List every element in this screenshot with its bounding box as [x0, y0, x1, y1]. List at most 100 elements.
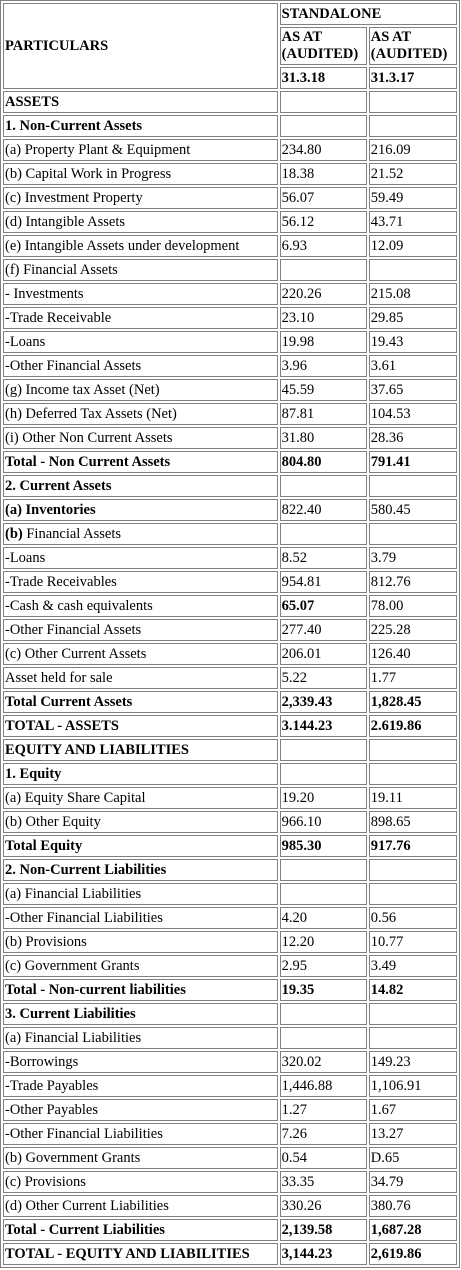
row-label: (h) Deferred Tax Assets (Net): [3, 403, 278, 425]
value-2017: 19.11: [368, 787, 457, 809]
value-2017: 3.49: [368, 955, 457, 977]
value-2017: [368, 475, 457, 497]
value-2018: [279, 475, 367, 497]
value-2018: 3.96: [279, 355, 367, 377]
table-row: - Investments 220.26 215.08: [3, 283, 457, 305]
table-row: -Trade Receivables 954.81 812.76: [3, 571, 457, 593]
value-2018: 18.38: [279, 163, 367, 185]
row-label: Asset held for sale: [3, 667, 278, 689]
value-2018: 31.80: [279, 427, 367, 449]
value-2018: [279, 91, 367, 113]
value-2017: 104.53: [368, 403, 457, 425]
value-2018: 45.59: [279, 379, 367, 401]
value-2018: 4.20: [279, 907, 367, 929]
value-2017: 126.40: [368, 643, 457, 665]
table-row: (e) Intangible Assets under development 6…: [3, 235, 457, 257]
value-2017: 580.45: [368, 499, 457, 521]
value-2018: [279, 739, 367, 761]
value-2018: [279, 883, 367, 905]
table-body: ASSETS 1. Non-Current Assets (a) Property …: [3, 91, 457, 1265]
table-row: 2. Non-Current Liabilities: [3, 859, 457, 881]
value-2018: [279, 1003, 367, 1025]
value-2018: 23.10: [279, 307, 367, 329]
row-label: (a) Property Plant & Equipment: [3, 139, 278, 161]
value-2017: 3.61: [368, 355, 457, 377]
value-2017: 29.85: [368, 307, 457, 329]
table-row: -Cash & cash equivalents 65.07 78.00: [3, 595, 457, 617]
value-2017: 791.41: [368, 451, 457, 473]
value-2018: [279, 259, 367, 281]
value-2018: 56.07: [279, 187, 367, 209]
table-row: -Other Financial Liabilities 4.20 0.56: [3, 907, 457, 929]
value-2017: [368, 739, 457, 761]
row-label: -Trade Receivables: [3, 571, 278, 593]
table-row: (c) Investment Property 56.07 59.49: [3, 187, 457, 209]
value-2018: 56.12: [279, 211, 367, 233]
value-2018: 804.80: [279, 451, 367, 473]
row-label: (b) Financial Assets: [3, 523, 278, 545]
row-label: -Other Financial Liabilities: [3, 907, 278, 929]
table-row: 2. Current Assets: [3, 475, 457, 497]
value-2018: 1,446.88: [279, 1075, 367, 1097]
value-2018: 234.80: [279, 139, 367, 161]
value-2018: 2.95: [279, 955, 367, 977]
value-2017: 59.49: [368, 187, 457, 209]
row-label: (b) Other Equity: [3, 811, 278, 833]
row-label: -Borrowings: [3, 1051, 278, 1073]
row-label: Total Equity: [3, 835, 278, 857]
row-label-rest: Financial Assets: [22, 525, 122, 542]
value-2018: [279, 523, 367, 545]
row-label: (d) Intangible Assets: [3, 211, 278, 233]
row-label: (g) Income tax Asset (Net): [3, 379, 278, 401]
value-2017: [368, 1027, 457, 1049]
value-2017: 1,106.91: [368, 1075, 457, 1097]
value-2018: 277.40: [279, 619, 367, 641]
table-row: Total Current Assets 2,339.43 1,828.45: [3, 691, 457, 713]
table-row: Total - Non-current liabilities 19.35 14.8…: [3, 979, 457, 1001]
row-label: -Cash & cash equivalents: [3, 595, 278, 617]
table-row: 1. Equity: [3, 763, 457, 785]
row-label: 1. Equity: [3, 763, 278, 785]
value-2017: [368, 1003, 457, 1025]
table-row: Total Equity 985.30 917.76: [3, 835, 457, 857]
standalone-header: STANDALONE: [279, 3, 457, 25]
table-row: (c) Government Grants 2.95 3.49: [3, 955, 457, 977]
row-label: 2. Current Assets: [3, 475, 278, 497]
value-2017: [368, 259, 457, 281]
value-2018: 7.26: [279, 1123, 367, 1145]
table-row: (h) Deferred Tax Assets (Net) 87.81 104.53: [3, 403, 457, 425]
table-row: (i) Other Non Current Assets 31.80 28.36: [3, 427, 457, 449]
row-label: EQUITY AND LIABILITIES: [3, 739, 278, 761]
table-row: TOTAL - ASSETS 3.144.23 2.619.86: [3, 715, 457, 737]
value-2017: D.65: [368, 1147, 457, 1169]
particulars-header: PARTICULARS: [3, 3, 278, 89]
value-2017: 1.67: [368, 1099, 457, 1121]
value-2018: 3,144.23: [279, 1243, 367, 1265]
row-label: -Other Financial Liabilities: [3, 1123, 278, 1145]
row-label: -Trade Payables: [3, 1075, 278, 1097]
value-2018: 19.35: [279, 979, 367, 1001]
table-row: Total - Current Liabilities 2,139.58 1,687…: [3, 1219, 457, 1241]
table-row: 3. Current Liabilities: [3, 1003, 457, 1025]
value-2018: 966.10: [279, 811, 367, 833]
table-row: (c) Provisions 33.35 34.79: [3, 1171, 457, 1193]
row-label: (c) Investment Property: [3, 187, 278, 209]
value-2018: 6.93: [279, 235, 367, 257]
header-row-standalone: PARTICULARS STANDALONE: [3, 3, 457, 89]
value-2017: 1,828.45: [368, 691, 457, 713]
col1-date-header: 31.3.18: [279, 67, 367, 89]
row-label: 1. Non-Current Assets: [3, 115, 278, 137]
row-label: (i) Other Non Current Assets: [3, 427, 278, 449]
value-2017: 0.56: [368, 907, 457, 929]
table-row: (b) Capital Work in Progress 18.38 21.52: [3, 163, 457, 185]
value-2018: 8.52: [279, 547, 367, 569]
table-row: (d) Other Current Liabilities 330.26 380.7…: [3, 1195, 457, 1217]
table-row: -Other Financial Liabilities 7.26 13.27: [3, 1123, 457, 1145]
value-2018: 985.30: [279, 835, 367, 857]
value-2017: 12.09: [368, 235, 457, 257]
row-label: -Other Financial Assets: [3, 355, 278, 377]
table-row: Total - Non Current Assets 804.80 791.41: [3, 451, 457, 473]
value-2018: 2,339.43: [279, 691, 367, 713]
value-2018: 65.07: [279, 595, 367, 617]
